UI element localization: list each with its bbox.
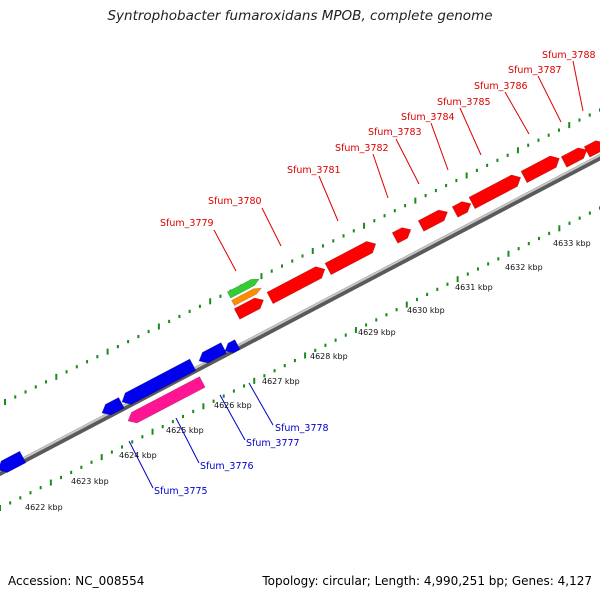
kbp-label: 4625 kbp bbox=[166, 426, 204, 435]
kbp-label: 4622 kbp bbox=[25, 503, 63, 512]
kbp-label: 4624 kbp bbox=[119, 451, 157, 460]
kbp-label: 4632 kbp bbox=[505, 263, 543, 272]
gene-label-sfum-3787: Sfum_3787 bbox=[508, 65, 562, 76]
outer-tick-track bbox=[4, 108, 600, 405]
leader-line-sfum-3776 bbox=[175, 417, 200, 464]
gene-label-sfum-3788: Sfum_3788 bbox=[542, 50, 596, 61]
feature-pink bbox=[127, 376, 206, 424]
position-labels: 4622 kbp 4623 kbp 4624 kbp 4625 kbp 4626 kbp… bbox=[25, 239, 591, 512]
leader-line-sfum-3782 bbox=[372, 153, 389, 199]
gene-label-sfum-3779: Sfum_3779 bbox=[160, 218, 214, 229]
gene-arrow-sfum-3782 bbox=[391, 227, 412, 244]
leader-line-sfum-3783 bbox=[395, 138, 420, 185]
inner-tick-track bbox=[0, 206, 600, 511]
feature-green bbox=[226, 278, 260, 299]
gene-track bbox=[0, 140, 600, 473]
gene-labels: Sfum_3779 Sfum_3780 Sfum_3781 Sfum_3782 Sfum… bbox=[154, 50, 596, 497]
accession-text: Accession: NC_008554 bbox=[8, 574, 145, 588]
leader-line-sfum-3788 bbox=[572, 60, 584, 112]
genome-backbone bbox=[0, 153, 600, 477]
gene-arrow-sfum-3788 bbox=[583, 140, 600, 158]
kbp-label: 4627 kbp bbox=[262, 377, 300, 386]
gene-arrow-sfum-3776 bbox=[121, 358, 197, 405]
gene-label-sfum-3776: Sfum_3776 bbox=[200, 461, 254, 472]
gene-label-sfum-3775: Sfum_3775 bbox=[154, 486, 208, 497]
leader-line-sfum-3778 bbox=[248, 382, 274, 426]
label-leader-lines bbox=[128, 60, 584, 489]
leader-line-sfum-3775 bbox=[128, 440, 154, 489]
gene-arrow-sfum-3781 bbox=[324, 241, 377, 276]
genome-summary-text: Topology: circular; Length: 4,990,251 bp… bbox=[262, 574, 592, 588]
gene-label-sfum-3781: Sfum_3781 bbox=[287, 165, 341, 176]
gene-label-sfum-3785: Sfum_3785 bbox=[437, 97, 491, 108]
gene-arrow-sfum-3779 bbox=[233, 297, 264, 320]
leader-line-sfum-3780 bbox=[261, 207, 282, 247]
gene-label-sfum-3782: Sfum_3782 bbox=[335, 143, 389, 154]
leader-line-sfum-3786 bbox=[504, 91, 530, 135]
kbp-label: 4626 kbp bbox=[214, 401, 252, 410]
gene-label-sfum-3778: Sfum_3778 bbox=[275, 423, 329, 434]
gene-label-sfum-3777: Sfum_3777 bbox=[246, 438, 300, 449]
gene-arrow-sfum-3778 bbox=[224, 339, 241, 354]
kbp-label: 4631 kbp bbox=[455, 283, 493, 292]
gene-arrow-sfum-3780 bbox=[266, 266, 326, 305]
gene-label-sfum-3780: Sfum_3780 bbox=[208, 196, 262, 207]
leader-line-sfum-3779 bbox=[213, 229, 237, 272]
kbp-label: 4623 kbp bbox=[71, 477, 109, 486]
gene-arrow-sfum-3783 bbox=[417, 209, 448, 232]
gene-arrow-sfum-3786 bbox=[520, 155, 560, 184]
leader-line-sfum-3781 bbox=[318, 175, 339, 222]
kbp-label: 4633 kbp bbox=[553, 239, 591, 248]
gene-arrow-sfum-3775 bbox=[101, 397, 125, 416]
leader-line-sfum-3784 bbox=[430, 122, 449, 171]
leader-line-sfum-3785 bbox=[459, 107, 482, 156]
kbp-label: 4630 kbp bbox=[407, 306, 445, 315]
leader-line-sfum-3787 bbox=[537, 75, 562, 123]
gene-label-sfum-3786: Sfum_3786 bbox=[474, 81, 528, 92]
gene-label-sfum-3783: Sfum_3783 bbox=[368, 127, 422, 138]
kbp-label: 4629 kbp bbox=[358, 328, 396, 337]
gene-label-sfum-3784: Sfum_3784 bbox=[401, 112, 455, 123]
feature-orange bbox=[231, 287, 262, 307]
kbp-label: 4628 kbp bbox=[310, 352, 348, 361]
gene-arrow-sfum-3784 bbox=[451, 201, 472, 218]
gene-arrow-sfum-3777 bbox=[198, 342, 227, 364]
gene-arrow-sfum-3787 bbox=[560, 147, 588, 168]
map-title: Syntrophobacter fumaroxidans MPOB, compl… bbox=[107, 8, 493, 24]
gene-arrow-sfum-3774 bbox=[0, 450, 27, 473]
leader-line-sfum-3777 bbox=[219, 394, 246, 441]
gene-arrow-sfum-3785 bbox=[468, 174, 522, 210]
